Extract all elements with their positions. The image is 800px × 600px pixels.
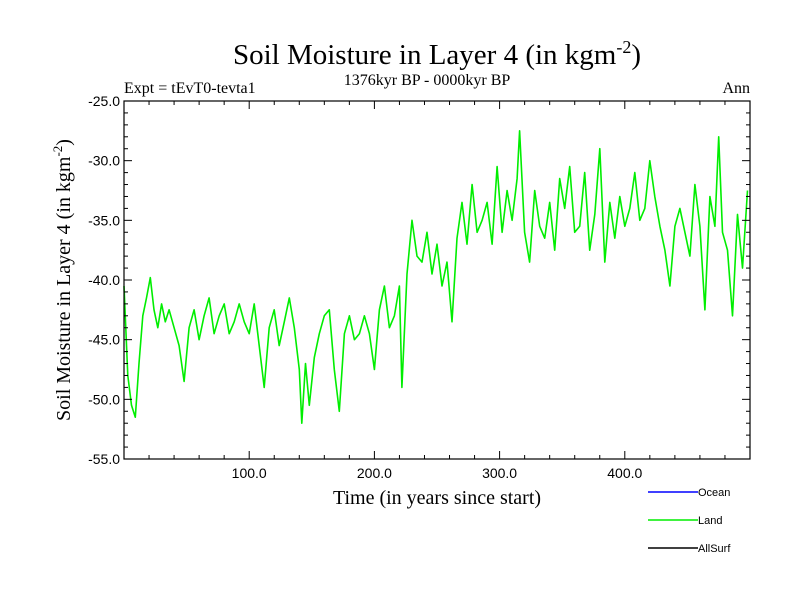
x-tick-label: 200.0 (357, 465, 392, 481)
series-line-land (123, 130, 749, 425)
y-tick-label: -25.0 (88, 93, 120, 109)
y-tick-label: -35.0 (88, 212, 120, 228)
x-tick-label: 400.0 (607, 465, 642, 481)
y-axis-label: Soil Moisture in Layer 4 (in kgm-2) (50, 139, 75, 421)
y-tick-label: -50.0 (88, 391, 120, 407)
season-label: Ann (722, 80, 750, 97)
chart-title: Soil Moisture in Layer 4 (in kgm-2) (233, 37, 641, 71)
legend-label-land: Land (698, 515, 722, 527)
x-tick-label: 300.0 (482, 465, 517, 481)
legend-label-ocean: Ocean (698, 487, 730, 499)
y-tick-label: -45.0 (88, 332, 120, 348)
x-axis-label: Time (in years since start) (333, 487, 541, 509)
y-tick-label: -40.0 (88, 272, 120, 288)
tick-layer: 100.0 200.0 300.0 400.0 -25.0 -30.0 -35.0 -40.0… (88, 93, 750, 481)
legend: Ocean Land AllSurf (648, 487, 731, 555)
y-tick-label: -30.0 (88, 153, 120, 169)
y-tick-label: -55.0 (88, 451, 120, 467)
x-tick-label: 100.0 (232, 465, 267, 481)
chart-subtitle: 1376kyr BP - 0000kyr BP (344, 72, 511, 89)
series-layer (123, 130, 749, 425)
experiment-label: Expt = tEvT0-tevta1 (124, 80, 256, 97)
legend-label-allsurf: AllSurf (698, 543, 731, 555)
